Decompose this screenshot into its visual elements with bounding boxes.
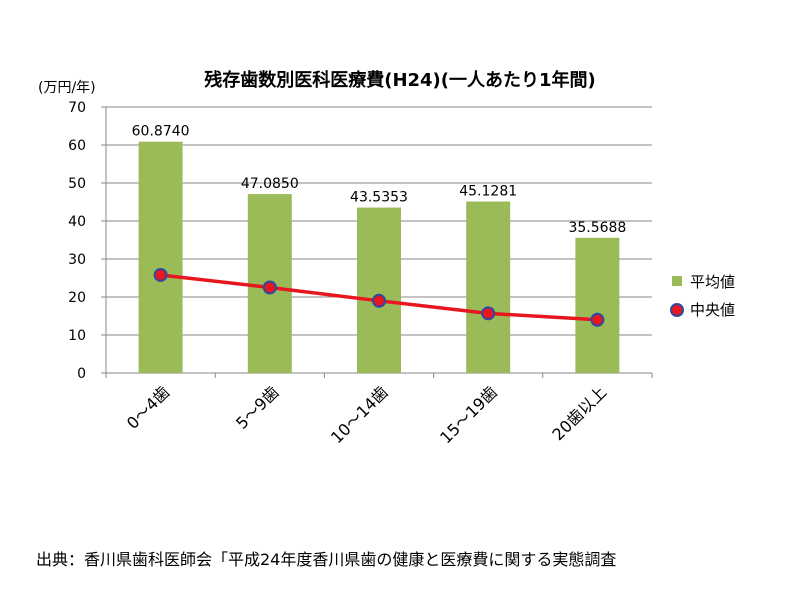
bar (575, 237, 620, 373)
bar (138, 141, 183, 373)
y-tick-label: 50 (68, 176, 86, 192)
median-point (262, 280, 277, 295)
y-tick-label: 10 (68, 328, 86, 344)
legend-label: 平均値 (690, 273, 735, 291)
source-note: 出典：香川県歯科医師会「平成24年度香川県歯の健康と医療費に関する実態調査 (36, 550, 617, 569)
chart-title: 残存歯数別医科医療費(H24)(一人あたり1年間) (204, 69, 596, 91)
x-tick-label: 10～14歯 (327, 382, 392, 447)
y-tick-label: 20 (68, 290, 86, 306)
bar (357, 207, 401, 373)
median-point (372, 293, 386, 308)
x-tick-label: 20歯以上 (548, 382, 610, 444)
legend-swatch-bar (672, 276, 682, 286)
x-tick-labels: 0～4歯 5～9歯 10～14歯 15～19歯 20歯以上 (123, 382, 610, 447)
line-series (153, 267, 605, 327)
x-tick-label: 15～19歯 (436, 382, 501, 447)
y-tick-label: 70 (68, 100, 86, 116)
bar-data-labels: 60.8740 47.0850 43.5353 45.1281 35.5688 (132, 124, 627, 236)
bar-data-label: 60.8740 (132, 124, 190, 140)
y-tick-label: 60 (68, 138, 86, 154)
y-tick-labels: 0 10 20 30 40 50 60 70 (68, 100, 86, 382)
x-tick-label: 5～9歯 (232, 382, 282, 432)
x-tick-label: 0～4歯 (123, 382, 173, 432)
y-axis-unit-label: (万円/年) (38, 80, 96, 96)
legend-swatch-line (670, 303, 684, 317)
y-tick-label: 40 (68, 214, 86, 230)
bar-data-label: 47.0850 (241, 176, 299, 192)
bar-series (138, 141, 620, 373)
legend-label: 中央値 (690, 301, 735, 319)
bar-data-label: 45.1281 (459, 184, 517, 200)
y-tick-label: 30 (68, 252, 86, 268)
y-tick-label: 0 (77, 366, 86, 382)
median-point (590, 312, 605, 327)
median-point (153, 267, 168, 282)
median-point (481, 306, 496, 321)
bar-data-label: 35.5688 (568, 220, 626, 236)
bar-data-label: 43.5353 (350, 190, 408, 206)
bar (466, 201, 511, 373)
